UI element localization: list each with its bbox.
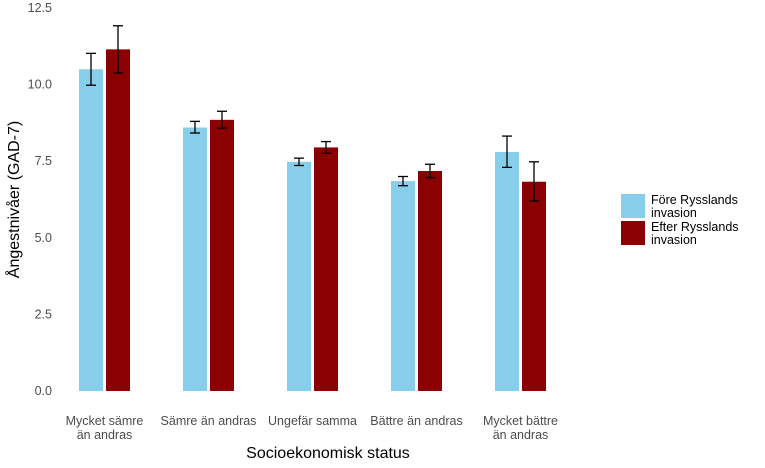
- x-tick-label: Bättre än andras: [370, 414, 462, 428]
- x-axis-ticks: Mycket sämre än andras Sämre än andras Unge…: [66, 414, 558, 442]
- x-axis-title: Socioekonomisk status: [246, 445, 410, 462]
- bars: [79, 49, 546, 391]
- error-bar: [294, 157, 304, 167]
- error-bar: [321, 140, 331, 154]
- legend-swatch: [621, 221, 645, 245]
- x-tick-label: Ungefär samma: [268, 414, 357, 428]
- error-bar: [425, 163, 435, 179]
- bar: [183, 127, 207, 391]
- bar: [79, 69, 103, 391]
- y-axis-ticks: 0.0 2.5 5.0 7.5 10.0 12.5: [28, 1, 52, 398]
- bar: [522, 181, 546, 391]
- error-bar: [529, 161, 539, 202]
- error-bar: [398, 175, 408, 187]
- legend-item: Före Rysslands invasion: [621, 193, 738, 220]
- y-tick-label: 10.0: [28, 78, 52, 92]
- bar: [418, 171, 442, 391]
- error-bar: [190, 120, 200, 134]
- legend-label: Efter Rysslands invasion: [651, 220, 739, 247]
- x-tick-label: Mycket bättre än andras: [483, 414, 558, 442]
- legend-label: Före Rysslands invasion: [651, 193, 738, 220]
- y-tick-label: 5.0: [35, 231, 52, 245]
- x-tick-label: Mycket sämre än andras: [66, 414, 144, 442]
- error-bars: [86, 25, 539, 202]
- bar: [106, 49, 130, 391]
- error-bar: [113, 25, 123, 74]
- y-tick-label: 0.0: [35, 384, 52, 398]
- legend-swatch: [621, 194, 645, 218]
- legend-item: Efter Rysslands invasion: [621, 220, 739, 247]
- y-tick-label: 2.5: [35, 307, 52, 321]
- error-bar: [217, 110, 227, 129]
- y-tick-label: 12.5: [28, 1, 52, 15]
- x-tick-label: Sämre än andras: [161, 414, 257, 428]
- bar: [495, 152, 519, 391]
- bar: [210, 119, 234, 391]
- y-axis-title: Ångestnivåer (GAD-7): [4, 121, 23, 278]
- y-tick-label: 7.5: [35, 154, 52, 168]
- error-bar: [502, 135, 512, 168]
- error-bar: [86, 52, 96, 86]
- bar: [314, 147, 338, 391]
- bar: [287, 161, 311, 391]
- bar: [391, 181, 415, 391]
